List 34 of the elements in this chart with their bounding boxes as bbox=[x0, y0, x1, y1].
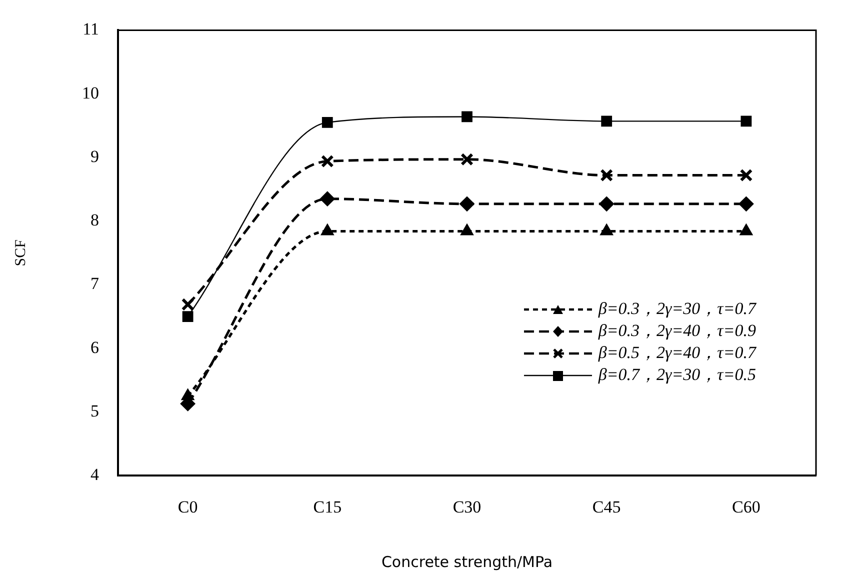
y-tick-label: 8 bbox=[90, 210, 99, 230]
legend-label: β=0.3，2γ=40，τ=0.9 bbox=[598, 320, 756, 342]
x-tick-label: C15 bbox=[313, 497, 342, 516]
x-axis-title: Concrete strength/MPa bbox=[381, 552, 553, 571]
y-tick-label: 4 bbox=[90, 465, 100, 484]
point bbox=[600, 168, 614, 182]
point bbox=[460, 196, 474, 212]
y-tick-label: 6 bbox=[90, 338, 99, 357]
point bbox=[181, 298, 194, 311]
legend-label: β=0.3，2γ=30，τ=0.7 bbox=[598, 298, 756, 320]
y-tick-label: 11 bbox=[82, 20, 99, 39]
y-tick-label: 5 bbox=[90, 401, 99, 420]
point bbox=[460, 152, 474, 166]
y-tick-label: 7 bbox=[90, 274, 100, 294]
point bbox=[740, 116, 752, 127]
point bbox=[320, 154, 334, 168]
x-tick-label: C45 bbox=[592, 497, 621, 516]
point bbox=[462, 111, 472, 122]
point bbox=[181, 388, 194, 400]
point bbox=[740, 168, 753, 182]
point bbox=[322, 117, 333, 128]
x-tick-label: C30 bbox=[452, 497, 482, 516]
y-tick-label: 10 bbox=[82, 83, 99, 102]
point bbox=[182, 311, 194, 322]
x-tick-label: C0 bbox=[178, 497, 198, 516]
legend-label: β=0.7，2γ=30，τ=0.5 bbox=[598, 364, 756, 386]
x-tick-label: C60 bbox=[732, 497, 760, 516]
y-axis-title: SCF bbox=[12, 240, 29, 266]
y-tick-label: 9 bbox=[90, 146, 99, 166]
point bbox=[601, 116, 612, 127]
point bbox=[320, 191, 335, 206]
point bbox=[738, 196, 754, 212]
point bbox=[599, 196, 614, 212]
legend-label: β=0.5，2γ=40，τ=0.7 bbox=[598, 342, 756, 364]
